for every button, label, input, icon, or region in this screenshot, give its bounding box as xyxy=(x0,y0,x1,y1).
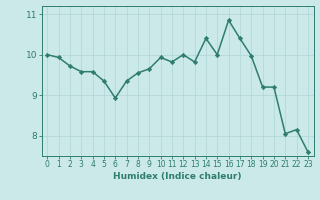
X-axis label: Humidex (Indice chaleur): Humidex (Indice chaleur) xyxy=(113,172,242,181)
